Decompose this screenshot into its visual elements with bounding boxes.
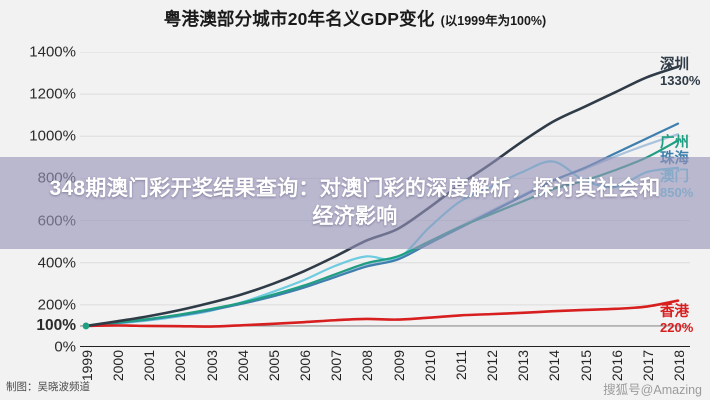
series-end-value: 1330% (660, 72, 701, 88)
page-title: 粤港澳部分城市20年名义GDP变化 (163, 9, 435, 29)
x-axis-tick: 2009 (390, 350, 407, 382)
chart-title-bar: 粤港澳部分城市20年名义GDP变化 (以1999年为100%) (0, 6, 710, 31)
chart-subtitle: (以1999年为100%) (440, 14, 547, 28)
x-axis-tick: 1999 (79, 350, 95, 382)
x-axis-tick: 2004 (234, 350, 251, 382)
x-axis-tick: 2013 (515, 350, 532, 382)
y-axis-tick: 1400% (29, 43, 76, 61)
y-axis-tick: 0% (54, 338, 76, 356)
x-axis-tick: 2017 (639, 350, 656, 382)
chart-credit: 制图：吴晓波频道 (6, 381, 90, 393)
series-name: 深圳 (660, 57, 689, 73)
x-axis-tick: 2001 (141, 350, 158, 382)
y-axis-tick: 400% (37, 254, 76, 272)
x-axis-tick: 2018 (671, 350, 687, 382)
series-end-value: 220% (660, 319, 694, 335)
series-line-香港 (84, 299, 680, 328)
x-axis-tick: 2015 (577, 350, 594, 382)
y-axis-tick: 100% (36, 316, 76, 334)
x-axis-tick: 2003 (203, 350, 220, 382)
y-axis-tick: 1000% (29, 127, 76, 145)
series-label-香港: 香港 220% (660, 304, 694, 335)
series-label-深圳: 深圳 1330% (660, 57, 701, 88)
x-axis-tick: 2010 (421, 350, 438, 382)
series-start-marker (82, 322, 90, 330)
y-axis-tick: 1200% (29, 85, 76, 103)
x-axis-tick: 2002 (172, 350, 189, 382)
x-axis-tick: 2000 (110, 350, 127, 382)
x-axis-tick: 2008 (359, 350, 376, 382)
source-watermark: 搜狐号@Amazing (603, 383, 702, 397)
series-name: 香港 (660, 304, 689, 320)
x-axis-tick: 2007 (328, 350, 345, 382)
x-axis: 1999 2000 2001 2002 2003 2004 2005 2006 2007 2008… (79, 348, 690, 400)
x-axis-tick: 2012 (484, 350, 501, 382)
y-axis-tick: 200% (37, 296, 76, 314)
series-name: 广州 (660, 135, 689, 151)
overlay-headline: 348期澳门彩开奖结果查询：对澳门彩的深度解析，探讨其社会和经济影响 (49, 177, 661, 228)
x-axis-tick: 2016 (608, 350, 625, 382)
series-label-广州: 广州 (660, 135, 689, 152)
x-axis-tick: 2014 (546, 350, 563, 382)
x-axis-tick: 2006 (297, 350, 314, 382)
overlay-banner: 348期澳门彩开奖结果查询：对澳门彩的深度解析，探讨其社会和经济影响 (0, 157, 710, 249)
x-axis-tick: 2005 (265, 350, 282, 382)
x-axis-tick: 2011 (452, 350, 469, 381)
